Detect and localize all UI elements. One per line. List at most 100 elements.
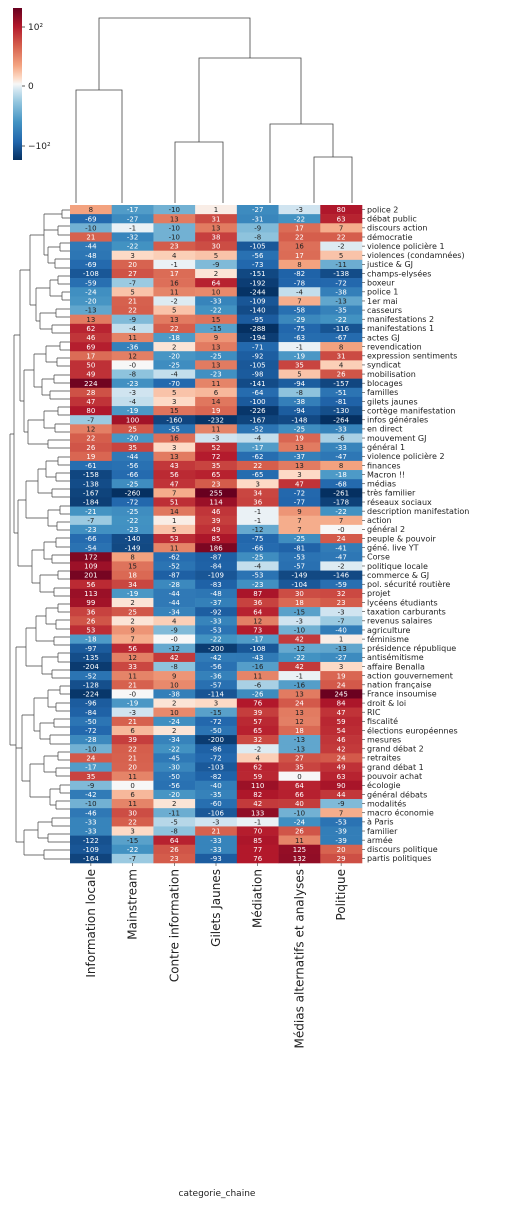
heatmap-cell [153, 451, 196, 462]
row-dendrogram [9, 209, 70, 860]
cell-value: -100 [250, 398, 266, 406]
cell-value: 8 [339, 462, 343, 470]
cell-value: -50 [169, 773, 180, 781]
cell-value: 53 [170, 535, 179, 543]
heatmap-cell [111, 241, 154, 251]
cell-value: -25 [252, 553, 263, 561]
heatmap-cell [70, 387, 113, 398]
heatmap-cell [195, 342, 238, 352]
cell-value: -104 [291, 581, 307, 589]
heatmap-cell [111, 250, 154, 261]
heatmap-cell [320, 451, 363, 462]
heatmap-cell [70, 607, 113, 617]
heatmap-cell [278, 744, 321, 754]
heatmap-cell [320, 643, 363, 654]
heatmap-cell [111, 588, 154, 599]
row-label: 1er mai [367, 297, 398, 306]
cell-value: 11 [128, 800, 137, 808]
cell-value: 99 [86, 599, 95, 607]
cell-value: 13 [170, 316, 179, 324]
cell-value: 46 [337, 736, 346, 744]
heatmap-cell [70, 716, 113, 727]
cell-value: -109 [208, 572, 224, 580]
heatmap-cell [195, 488, 238, 498]
cell-value: 47 [86, 398, 95, 406]
heatmap-cell [195, 534, 238, 544]
cell-value: -12 [169, 645, 180, 653]
heatmap-cell [153, 415, 196, 425]
row-label: agriculture [367, 626, 411, 635]
heatmap-cell [320, 506, 363, 517]
heatmap-cell [236, 817, 279, 827]
heatmap-cell [236, 424, 279, 434]
cell-value: 24 [295, 700, 304, 708]
row-label: en direct [367, 425, 402, 434]
heatmap-cell [70, 826, 113, 836]
column-label: Politique [334, 869, 348, 920]
cell-value: -109 [250, 298, 266, 306]
cell-value: 49 [337, 764, 346, 772]
heatmap-cell [195, 259, 238, 270]
heatmap-cell [320, 287, 363, 297]
heatmap-cell [195, 707, 238, 718]
heatmap-cell [153, 616, 196, 626]
cell-value: -200 [208, 645, 224, 653]
heatmap-cell [236, 351, 279, 361]
cell-value: -22 [294, 654, 305, 662]
heatmap-cell [278, 707, 321, 718]
cell-value: -35 [210, 791, 221, 799]
cell-value: -140 [125, 535, 141, 543]
cell-value: -138 [333, 270, 349, 278]
column-label: Information locale [84, 869, 98, 978]
heatmap-cell [278, 588, 321, 599]
row-label: réseaux sociaux [367, 497, 432, 507]
heatmap-cell [111, 835, 154, 846]
heatmap-cell [153, 853, 196, 864]
cell-value: 5 [172, 526, 176, 534]
cell-value: -167 [83, 489, 99, 497]
cell-value: -72 [335, 279, 346, 287]
colorbar-gradient [13, 8, 22, 160]
cell-value: 5 [130, 288, 134, 296]
cell-value: -6 [254, 681, 262, 689]
cell-value: 35 [128, 444, 137, 452]
cell-value: 62 [86, 325, 95, 333]
heatmap-cell [70, 287, 113, 297]
cell-value: -51 [335, 389, 346, 397]
heatmap-cell [111, 406, 154, 416]
heatmap-cell [278, 497, 321, 507]
row-label: syndicat [367, 361, 401, 370]
cell-value: 70 [253, 828, 262, 836]
cell-value: -2 [171, 298, 178, 306]
cell-value: 113 [84, 590, 97, 598]
heatmap-cell [195, 479, 238, 489]
heatmap-cell [153, 488, 196, 498]
cell-value: -20 [169, 352, 180, 360]
cell-value: 9 [214, 334, 218, 342]
cell-value: 46 [212, 508, 221, 516]
heatmap-cell [153, 223, 196, 233]
row-label: police 1 [367, 288, 398, 297]
heatmap-cell [111, 296, 154, 306]
heatmap-cell [111, 817, 154, 827]
heatmap-cell [153, 406, 196, 416]
heatmap-cell [236, 451, 279, 462]
heatmap-cell [236, 652, 279, 663]
heatmap-cell [236, 643, 279, 654]
cell-value: -200 [208, 736, 224, 744]
heatmap-cell [195, 314, 238, 325]
heatmap-cell [195, 232, 238, 242]
cell-value: -77 [294, 499, 305, 507]
cell-value: -87 [169, 572, 180, 580]
cell-value: -86 [210, 745, 222, 753]
cell-value: 36 [253, 599, 262, 607]
heatmap-cell [70, 515, 113, 526]
cell-value: 22 [170, 325, 179, 333]
heatmap-cell [236, 680, 279, 690]
row-label: discours politique [367, 845, 438, 854]
heatmap-cell [236, 634, 279, 644]
heatmap-cell [153, 387, 196, 398]
heatmap-cell [320, 579, 363, 590]
cell-value: 11 [128, 773, 137, 781]
cell-value: -34 [169, 736, 181, 744]
